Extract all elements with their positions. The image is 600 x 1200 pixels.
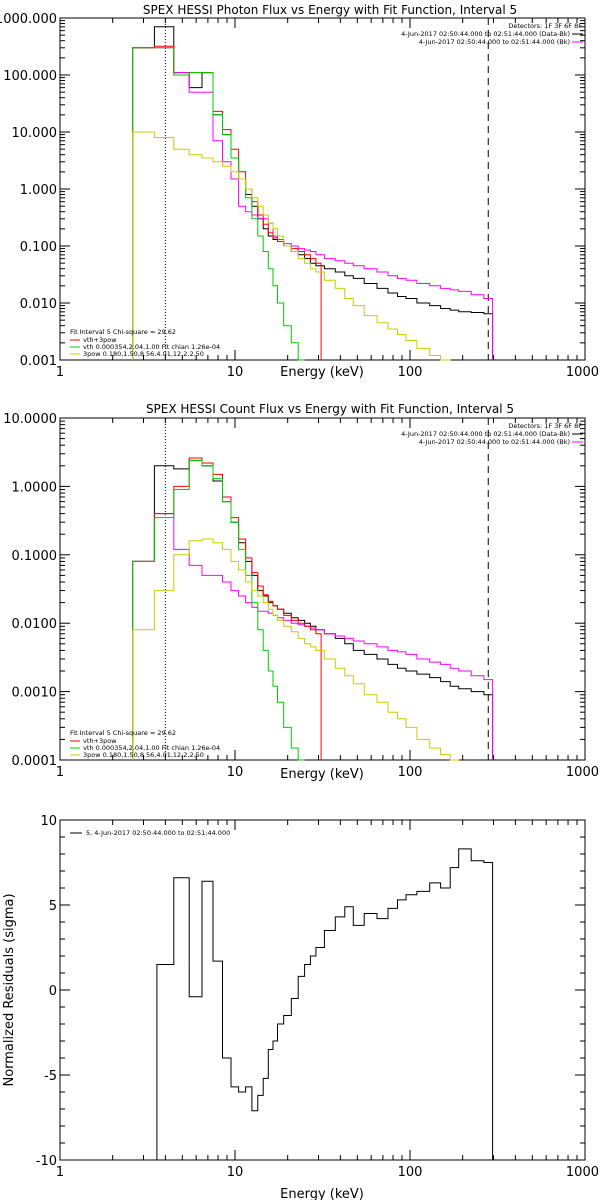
y-tick-label: -10: [36, 1154, 57, 1169]
panel2-legend-data-label: 4-Jun-2017 02:50:44.000 to 02:51:44.000 …: [401, 430, 570, 438]
panel2-legend-chisq: Fit Interval 5 Chi-square = 29.62: [70, 729, 176, 737]
x-tick-label: 1: [56, 1165, 64, 1180]
y-tick-label: 100.000: [3, 69, 57, 84]
x-tick-label: 1000: [566, 1165, 599, 1180]
panel1-legend-chisq: Fit Interval 5 Chi-square = 29.62: [70, 328, 176, 336]
panel3-axes-frame: [59, 819, 586, 1161]
y-tick-label: 0.1000: [12, 549, 58, 564]
x-tick-label: 1: [56, 365, 64, 380]
y-tick-label: 0.0001: [12, 754, 58, 769]
panel1-legend-total-label: vth+3pow: [83, 336, 117, 344]
y-tick-label: 1.000: [20, 183, 57, 198]
residuals-panel: 1 10 100 1000 -10 -5 0 5 10 Energy (keV) Normali…: [2, 814, 599, 1200]
panel3-legend: 5, 4-Jun-2017 02:50:44.000 to 02:51:44.0…: [70, 829, 230, 837]
panel1-title: SPEX HESSI Photon Flux vs Energy with Fi…: [143, 3, 517, 17]
panel2-xlabel: Energy (keV): [280, 767, 364, 782]
series-line-vth-3pow: [132, 457, 322, 760]
panel2-legend-bk-label: 4-Jun-2017 02:50:44.000 to 02:51:44.000 …: [419, 438, 570, 446]
series-line-vth-3pow: [132, 45, 322, 360]
panel1-legend-pow-label: 3pow 0.180,1.50,8.56,4.01,12.2,2.50: [83, 350, 204, 358]
panel2-legend-top: Detectors: 1F 3F 6F 8F 4-Jun-2017 02:50:…: [401, 422, 583, 446]
y-tick-label: 1000.000: [0, 12, 57, 27]
y-tick-label: 0.010: [20, 297, 57, 312]
panel2-axes-frame: [59, 417, 586, 761]
panel3-series-group: [156, 848, 494, 1160]
series-line-data-bk: [132, 459, 494, 760]
y-tick-label: 0.100: [20, 240, 57, 255]
panel2-series-group: [132, 457, 494, 761]
panel2-legend-bottom: Fit Interval 5 Chi-square = 29.62 vth+3p…: [70, 729, 220, 759]
y-tick-label: 0.001: [20, 354, 57, 369]
panel1-xlabel: Energy (keV): [280, 365, 364, 380]
y-tick-label: 0.0100: [12, 617, 58, 632]
y-tick-label: 5: [49, 899, 57, 914]
y-tick-label: 10.000: [12, 126, 58, 141]
x-tick-label: 10: [227, 765, 244, 780]
y-tick-label: 10.0000: [3, 412, 57, 427]
panel2-reference-lines: [164, 418, 489, 760]
count-flux-panel: SPEX HESSI Count Flux vs Energy with Fit…: [3, 402, 599, 782]
panel1-legend-bottom: Fit Interval 5 Chi-square = 29.62 vth+3p…: [70, 328, 220, 358]
series-line-5-4-jun-2017-02-50-44-00: [156, 848, 494, 1160]
panel2-legend-total-label: vth+3pow: [83, 737, 117, 745]
x-tick-label: 1: [56, 765, 64, 780]
panel1-legend-vth-label: vth 0.000354,2.04,1.00 Fit chian 1.26e-0…: [83, 343, 220, 351]
y-tick-label: 10: [40, 814, 57, 829]
series-line-bk: [132, 47, 494, 360]
panel2-legend-pow-label: 3pow 0.180,1.50,8.56,4.01,12.2,2.50: [83, 751, 204, 759]
x-tick-label: 100: [398, 765, 423, 780]
panel3-xlabel: Energy (keV): [280, 1187, 364, 1200]
x-tick-label: 1000: [566, 365, 599, 380]
x-tick-label: 10: [227, 1165, 244, 1180]
x-tick-label: 100: [398, 365, 423, 380]
series-line-vth: [132, 47, 305, 361]
panel3-ylabel: Normalized Residuals (sigma): [2, 893, 17, 1086]
panel3-ticks: 1 10 100 1000 -10 -5 0 5 10: [36, 814, 599, 1180]
x-tick-label: 1000: [566, 765, 599, 780]
series-line-bk: [132, 513, 494, 760]
series-line-3pow: [132, 538, 460, 761]
y-tick-label: 0: [49, 984, 57, 999]
panel2-legend-vth-label: vth 0.000354,2.04,1.00 Fit chian 1.26e-0…: [83, 744, 220, 752]
panel1-reference-lines: [164, 18, 489, 360]
series-line-vth: [132, 459, 305, 761]
panel1-legend-top: Detectors: 1F 3F 6F 8F 4-Jun-2017 02:50:…: [401, 22, 583, 46]
y-tick-label: -5: [44, 1069, 57, 1084]
panel1-ticks: 1 10 100 1000 0.001 0.010 0.100 1.000 10.000 100.…: [0, 12, 599, 380]
panel2-legend-detectors: Detectors: 1F 3F 6F 8F: [508, 422, 582, 430]
series-line-3pow: [132, 131, 451, 361]
panel1-legend-bk-label: 4-Jun-2017 02:50:44.000 to 02:51:44.000 …: [419, 38, 570, 46]
panel3-legend-label: 5, 4-Jun-2017 02:50:44.000 to 02:51:44.0…: [86, 829, 230, 837]
panel1-axes-frame: [59, 17, 586, 361]
series-line-data-bk: [132, 26, 494, 360]
photon-flux-panel: SPEX HESSI Photon Flux vs Energy with Fi…: [0, 3, 599, 380]
y-tick-label: 0.0010: [12, 686, 58, 701]
y-tick-label: 1.0000: [12, 480, 58, 495]
panel1-legend-data-label: 4-Jun-2017 02:50:44.000 to 02:51:44.000 …: [401, 30, 570, 38]
x-tick-label: 10: [227, 365, 244, 380]
panel2-ticks: 1 10 100 1000 0.0001 0.0010 0.0100 0.1000 1.0000…: [3, 412, 599, 780]
panel2-title: SPEX HESSI Count Flux vs Energy with Fit…: [146, 402, 514, 416]
x-tick-label: 100: [398, 1165, 423, 1180]
panel1-legend-detectors: Detectors: 1F 3F 6F 8F: [508, 22, 582, 30]
panel1-series-group: [132, 26, 494, 361]
